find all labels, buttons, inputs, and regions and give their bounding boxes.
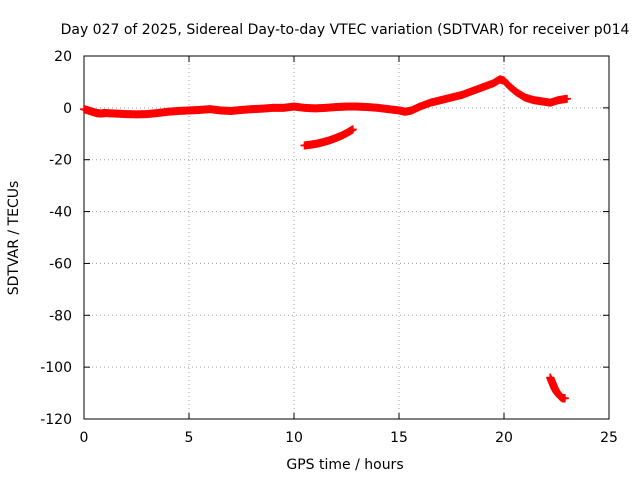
plot-frame [83,55,610,420]
data-series [80,75,571,403]
series-2 [300,125,357,150]
data-point [560,394,569,403]
y-tick-label: -60 [49,256,72,272]
grid [84,56,609,419]
x-tick-label: 15 [390,430,408,446]
y-tick-label: 20 [54,49,72,65]
tick-labels: 0 5 10 15 20 25 20 0 -20 -40 -60 -80 -100 -120 [40,49,618,446]
y-tick-label: -20 [49,153,72,169]
x-tick-label: 10 [285,430,303,446]
y-tick-label: 0 [63,101,72,117]
y-axis-label: SDTVAR / TECUs [6,181,22,296]
series-3 [546,373,569,403]
x-axis-label: GPS time / hours [286,457,403,473]
series-1 [80,75,571,119]
y-tick-label: -120 [40,412,72,428]
data-point [348,125,357,134]
y-tick-label: -100 [40,360,72,376]
x-tick-label: 25 [600,430,618,446]
chart-title: Day 027 of 2025, Sidereal Day-to-day VTE… [61,22,630,38]
y-tick-label: -40 [49,205,72,221]
x-tick-label: 5 [185,430,194,446]
y-tick-label: -80 [49,308,72,324]
x-tick-label: 0 [80,430,89,446]
x-tick-label: 20 [495,430,513,446]
data-point [563,94,571,103]
